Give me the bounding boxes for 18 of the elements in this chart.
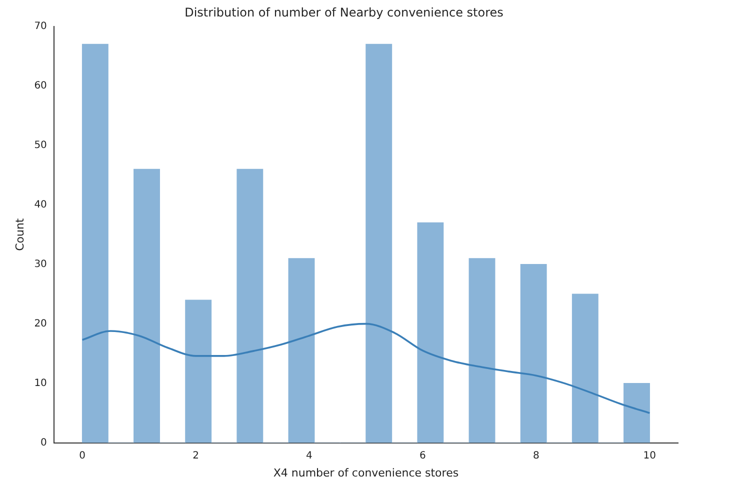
y-tick-label: 30 (34, 258, 47, 270)
x-tick-label: 8 (532, 450, 540, 462)
line-series (81, 322, 651, 414)
x-tick-label: 0 (79, 450, 86, 462)
y-tick-label: 40 (34, 199, 47, 210)
x-axis-title: X4 number of convenience stores (273, 466, 459, 480)
y-tick-label: 10 (34, 378, 47, 389)
y-axis-title: Count (13, 218, 26, 251)
y-tick-label: 0 (40, 437, 47, 448)
x-tick-label: 4 (306, 450, 312, 462)
y-tick-label: 20 (34, 318, 47, 330)
y-tick-label: 60 (34, 80, 47, 92)
x-tick-label: 2 (192, 450, 199, 462)
y-tick-label: 50 (34, 140, 47, 151)
x-tick-label: 10 (643, 450, 656, 462)
chart-title: Distribution of number of Nearby convenience stores (184, 5, 504, 20)
y-tick-label: 70 (34, 20, 47, 32)
x-tick-label: 6 (420, 450, 426, 462)
